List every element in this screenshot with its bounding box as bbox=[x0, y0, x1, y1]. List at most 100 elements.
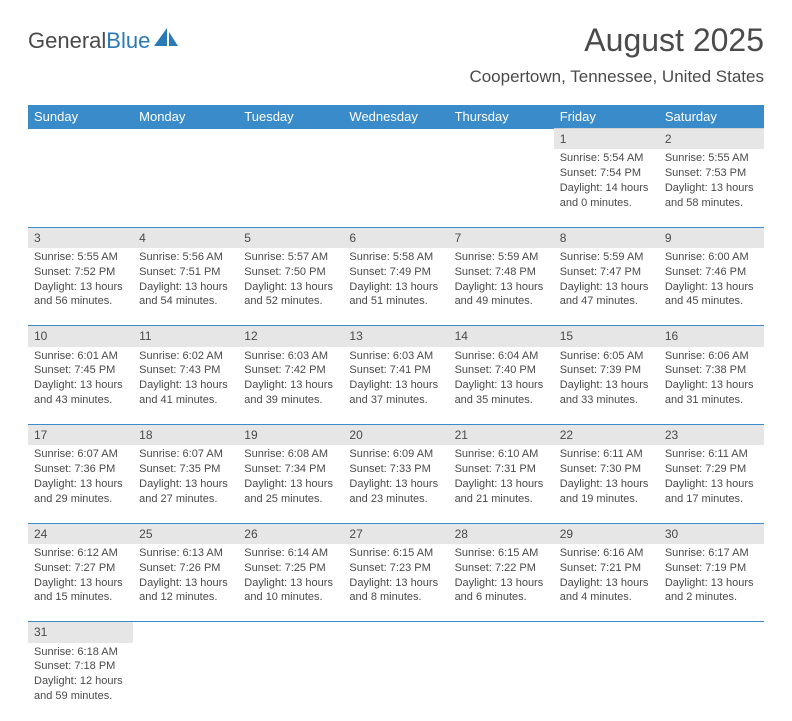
daylight-text-1: Daylight: 13 hours bbox=[665, 576, 758, 591]
sunset-text: Sunset: 7:42 PM bbox=[244, 363, 337, 378]
day-content-cell: Sunrise: 6:01 AMSunset: 7:45 PMDaylight:… bbox=[28, 347, 133, 425]
sunset-text: Sunset: 7:18 PM bbox=[34, 659, 127, 674]
day-number-cell: 29 bbox=[554, 523, 659, 544]
sunset-text: Sunset: 7:49 PM bbox=[349, 265, 442, 280]
sunrise-text: Sunrise: 6:12 AM bbox=[34, 546, 127, 561]
day-number-cell: 9 bbox=[659, 227, 764, 248]
day-number-cell: 4 bbox=[133, 227, 238, 248]
day-content-cell: Sunrise: 6:02 AMSunset: 7:43 PMDaylight:… bbox=[133, 347, 238, 425]
sunset-text: Sunset: 7:53 PM bbox=[665, 166, 758, 181]
daylight-text-2: and 59 minutes. bbox=[34, 689, 127, 704]
day-number-cell: 14 bbox=[449, 326, 554, 347]
daylight-text-1: Daylight: 13 hours bbox=[455, 378, 548, 393]
sunset-text: Sunset: 7:26 PM bbox=[139, 561, 232, 576]
daylight-text-1: Daylight: 13 hours bbox=[665, 181, 758, 196]
daylight-text-1: Daylight: 13 hours bbox=[139, 378, 232, 393]
day-content-row: Sunrise: 6:07 AM Sunset: 7:36 PM Daylight:… bbox=[28, 445, 764, 523]
day-content-cell: Sunrise: 6:16 AMSunset: 7:21 PMDaylight:… bbox=[554, 544, 659, 622]
header: GeneralBlue August 2025 Coopertown, Tenn… bbox=[0, 0, 792, 95]
day-content-cell: Sunrise: 5:58 AMSunset: 7:49 PMDaylight:… bbox=[343, 248, 448, 326]
day-number-cell: 11 bbox=[133, 326, 238, 347]
daylight-text-1: Daylight: 13 hours bbox=[244, 477, 337, 492]
sunrise-text: Sunrise: 5:55 AM bbox=[34, 250, 127, 265]
sunrise-text: Sunrise: 6:01 AM bbox=[34, 349, 127, 364]
daylight-text-2: and 0 minutes. bbox=[560, 196, 653, 211]
sunrise-text: Sunrise: 6:07 AM bbox=[139, 447, 232, 462]
day-content-cell bbox=[659, 643, 764, 721]
daylight-text-2: and 43 minutes. bbox=[34, 393, 127, 408]
sunrise-text: Sunrise: 6:15 AM bbox=[349, 546, 442, 561]
day-number-cell: 13 bbox=[343, 326, 448, 347]
day-content-cell bbox=[28, 149, 133, 227]
day-number-cell: 1 bbox=[554, 129, 659, 150]
daylight-text-2: and 58 minutes. bbox=[665, 196, 758, 211]
sunrise-text: Sunrise: 6:03 AM bbox=[244, 349, 337, 364]
month-title: August 2025 bbox=[469, 22, 764, 59]
day-number-cell: 21 bbox=[449, 425, 554, 446]
logo-text-1: General bbox=[28, 28, 106, 54]
day-number-cell bbox=[449, 622, 554, 643]
daylight-text-2: and 10 minutes. bbox=[244, 590, 337, 605]
day-content-cell bbox=[133, 643, 238, 721]
day-content-cell: Sunrise: 6:15 AMSunset: 7:23 PMDaylight:… bbox=[343, 544, 448, 622]
day-number-row: 17181920212223 bbox=[28, 425, 764, 446]
location: Coopertown, Tennessee, United States bbox=[469, 67, 764, 87]
daylight-text-1: Daylight: 13 hours bbox=[560, 378, 653, 393]
sunrise-text: Sunrise: 6:11 AM bbox=[560, 447, 653, 462]
sunset-text: Sunset: 7:47 PM bbox=[560, 265, 653, 280]
day-content-cell bbox=[133, 149, 238, 227]
daylight-text-1: Daylight: 13 hours bbox=[455, 576, 548, 591]
daylight-text-2: and 54 minutes. bbox=[139, 294, 232, 309]
sunrise-text: Sunrise: 6:15 AM bbox=[455, 546, 548, 561]
day-number-cell: 31 bbox=[28, 622, 133, 643]
day-content-cell: Sunrise: 5:55 AMSunset: 7:53 PMDaylight:… bbox=[659, 149, 764, 227]
daylight-text-1: Daylight: 13 hours bbox=[665, 477, 758, 492]
daylight-text-2: and 21 minutes. bbox=[455, 492, 548, 507]
day-content-cell bbox=[238, 643, 343, 721]
day-content-cell: Sunrise: 6:04 AMSunset: 7:40 PMDaylight:… bbox=[449, 347, 554, 425]
day-number-row: 3456789 bbox=[28, 227, 764, 248]
day-number-cell bbox=[343, 622, 448, 643]
sunrise-text: Sunrise: 6:08 AM bbox=[244, 447, 337, 462]
day-content-cell: Sunrise: 6:11 AMSunset: 7:29 PMDaylight:… bbox=[659, 445, 764, 523]
sunset-text: Sunset: 7:35 PM bbox=[139, 462, 232, 477]
daylight-text-2: and 15 minutes. bbox=[34, 590, 127, 605]
sunrise-text: Sunrise: 5:56 AM bbox=[139, 250, 232, 265]
sunset-text: Sunset: 7:48 PM bbox=[455, 265, 548, 280]
day-number-cell: 18 bbox=[133, 425, 238, 446]
day-number-cell: 15 bbox=[554, 326, 659, 347]
sunset-text: Sunset: 7:33 PM bbox=[349, 462, 442, 477]
day-content-cell: Sunrise: 6:03 AMSunset: 7:42 PMDaylight:… bbox=[238, 347, 343, 425]
daylight-text-1: Daylight: 13 hours bbox=[349, 477, 442, 492]
day-content-cell: Sunrise: 6:10 AMSunset: 7:31 PMDaylight:… bbox=[449, 445, 554, 523]
sunset-text: Sunset: 7:52 PM bbox=[34, 265, 127, 280]
day-content-cell: Sunrise: 6:09 AMSunset: 7:33 PMDaylight:… bbox=[343, 445, 448, 523]
sunrise-text: Sunrise: 6:06 AM bbox=[665, 349, 758, 364]
sunrise-text: Sunrise: 5:57 AM bbox=[244, 250, 337, 265]
sunset-text: Sunset: 7:50 PM bbox=[244, 265, 337, 280]
daylight-text-2: and 4 minutes. bbox=[560, 590, 653, 605]
day-number-cell: 25 bbox=[133, 523, 238, 544]
day-number-cell: 2 bbox=[659, 129, 764, 150]
sunset-text: Sunset: 7:21 PM bbox=[560, 561, 653, 576]
logo-text-2: Blue bbox=[106, 28, 150, 54]
sunrise-text: Sunrise: 5:55 AM bbox=[665, 151, 758, 166]
daylight-text-2: and 6 minutes. bbox=[455, 590, 548, 605]
day-content-row: Sunrise: 5:54 AMSunset: 7:54 PMDaylight:… bbox=[28, 149, 764, 227]
day-content-cell: Sunrise: 6:00 AMSunset: 7:46 PMDaylight:… bbox=[659, 248, 764, 326]
sunset-text: Sunset: 7:38 PM bbox=[665, 363, 758, 378]
daylight-text-1: Daylight: 12 hours bbox=[34, 674, 127, 689]
daylight-text-1: Daylight: 13 hours bbox=[244, 576, 337, 591]
sunrise-text: Sunrise: 5:59 AM bbox=[560, 250, 653, 265]
day-number-row: 24252627282930 bbox=[28, 523, 764, 544]
day-header: Tuesday bbox=[238, 105, 343, 129]
daylight-text-2: and 17 minutes. bbox=[665, 492, 758, 507]
daylight-text-1: Daylight: 13 hours bbox=[455, 477, 548, 492]
day-number-cell: 8 bbox=[554, 227, 659, 248]
sunset-text: Sunset: 7:40 PM bbox=[455, 363, 548, 378]
day-number-cell: 20 bbox=[343, 425, 448, 446]
sunset-text: Sunset: 7:27 PM bbox=[34, 561, 127, 576]
sunset-text: Sunset: 7:36 PM bbox=[34, 462, 127, 477]
day-header: Sunday bbox=[28, 105, 133, 129]
day-number-cell: 27 bbox=[343, 523, 448, 544]
